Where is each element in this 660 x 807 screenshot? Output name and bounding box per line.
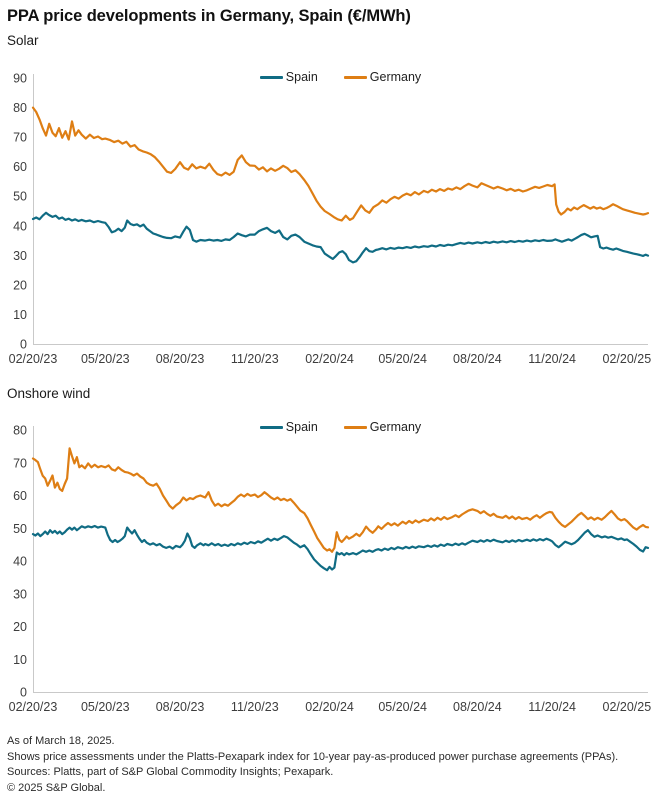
wind-chart: 0 10 20 30 40 50 60 70 80 02/20/23 05/20/23 08/20/2… [9,424,652,714]
solar-x-tick-label: 11/20/23 [231,352,279,366]
wind-y-tick-label: 70 [13,456,27,470]
solar-y-tick-label: 20 [13,278,27,292]
solar-x-tick-label: 02/20/23 [9,352,58,366]
wind-x-tick-label: 05/20/24 [378,700,427,714]
solar-y-tick-label: 10 [13,308,27,322]
solar-x-tick-label: 08/20/24 [453,352,502,366]
footer-copyright: © 2025 S&P Global. [7,781,106,794]
solar-y-tick-label: 80 [13,101,27,115]
wind-x-tick-label: 02/20/24 [305,700,354,714]
solar-x-tick-label: 02/20/25 [603,352,652,366]
wind-x-tick-label: 02/20/23 [9,700,58,714]
wind-chart-subtitle: Onshore wind [7,386,91,401]
footer-methodology: Shows price assessments under the Platts… [7,750,619,763]
solar-y-tick-label: 40 [13,219,27,233]
wind-y-tick-label: 10 [13,653,27,667]
page-title: PPA price developments in Germany, Spain… [7,7,411,25]
solar-germany-line [31,106,650,222]
wind-germany-line [31,447,650,553]
wind-x-tick-label: 02/20/25 [603,700,652,714]
footer-notes: As of March 18, 2025. Shows price assess… [7,734,618,796]
wind-y-tick-label: 80 [13,424,27,438]
footer-as-of: As of March 18, 2025. [7,735,115,747]
wind-y-tick-label: 20 [13,620,27,634]
solar-y-tick-label: 0 [20,338,27,352]
solar-x-tick-label: 11/20/24 [528,352,576,366]
solar-x-tick-label: 05/20/23 [81,352,130,366]
wind-y-tick-label: 40 [13,555,27,569]
solar-y-tick-label: 90 [13,72,27,86]
wind-spain-line [31,524,650,572]
solar-x-tick-label: 02/20/24 [305,352,354,366]
wind-x-tick-label: 08/20/23 [156,700,205,714]
solar-x-tick-label: 08/20/23 [156,352,205,366]
wind-y-tick-label: 50 [13,522,27,536]
solar-y-tick-label: 70 [13,131,27,145]
wind-x-tick-label: 05/20/23 [81,700,130,714]
wind-x-tick-label: 11/20/23 [231,700,279,714]
solar-chart: 0 10 20 30 40 50 60 70 80 90 02/20/23 05/20/23 08/20… [9,72,652,366]
wind-y-tick-label: 0 [20,686,27,700]
wind-y-tick-label: 60 [13,489,27,503]
footer-sources: Sources: Platts, part of S&P Global Comm… [7,766,334,779]
solar-y-tick-label: 30 [13,249,27,263]
solar-spain-line [31,211,650,264]
solar-y-tick-label: 60 [13,160,27,174]
solar-x-tick-label: 05/20/24 [378,352,427,366]
wind-x-tick-label: 08/20/24 [453,700,502,714]
solar-y-tick-label: 50 [13,190,27,204]
wind-x-tick-label: 11/20/24 [528,700,576,714]
wind-y-tick-label: 30 [13,587,27,601]
solar-chart-subtitle: Solar [7,33,39,48]
